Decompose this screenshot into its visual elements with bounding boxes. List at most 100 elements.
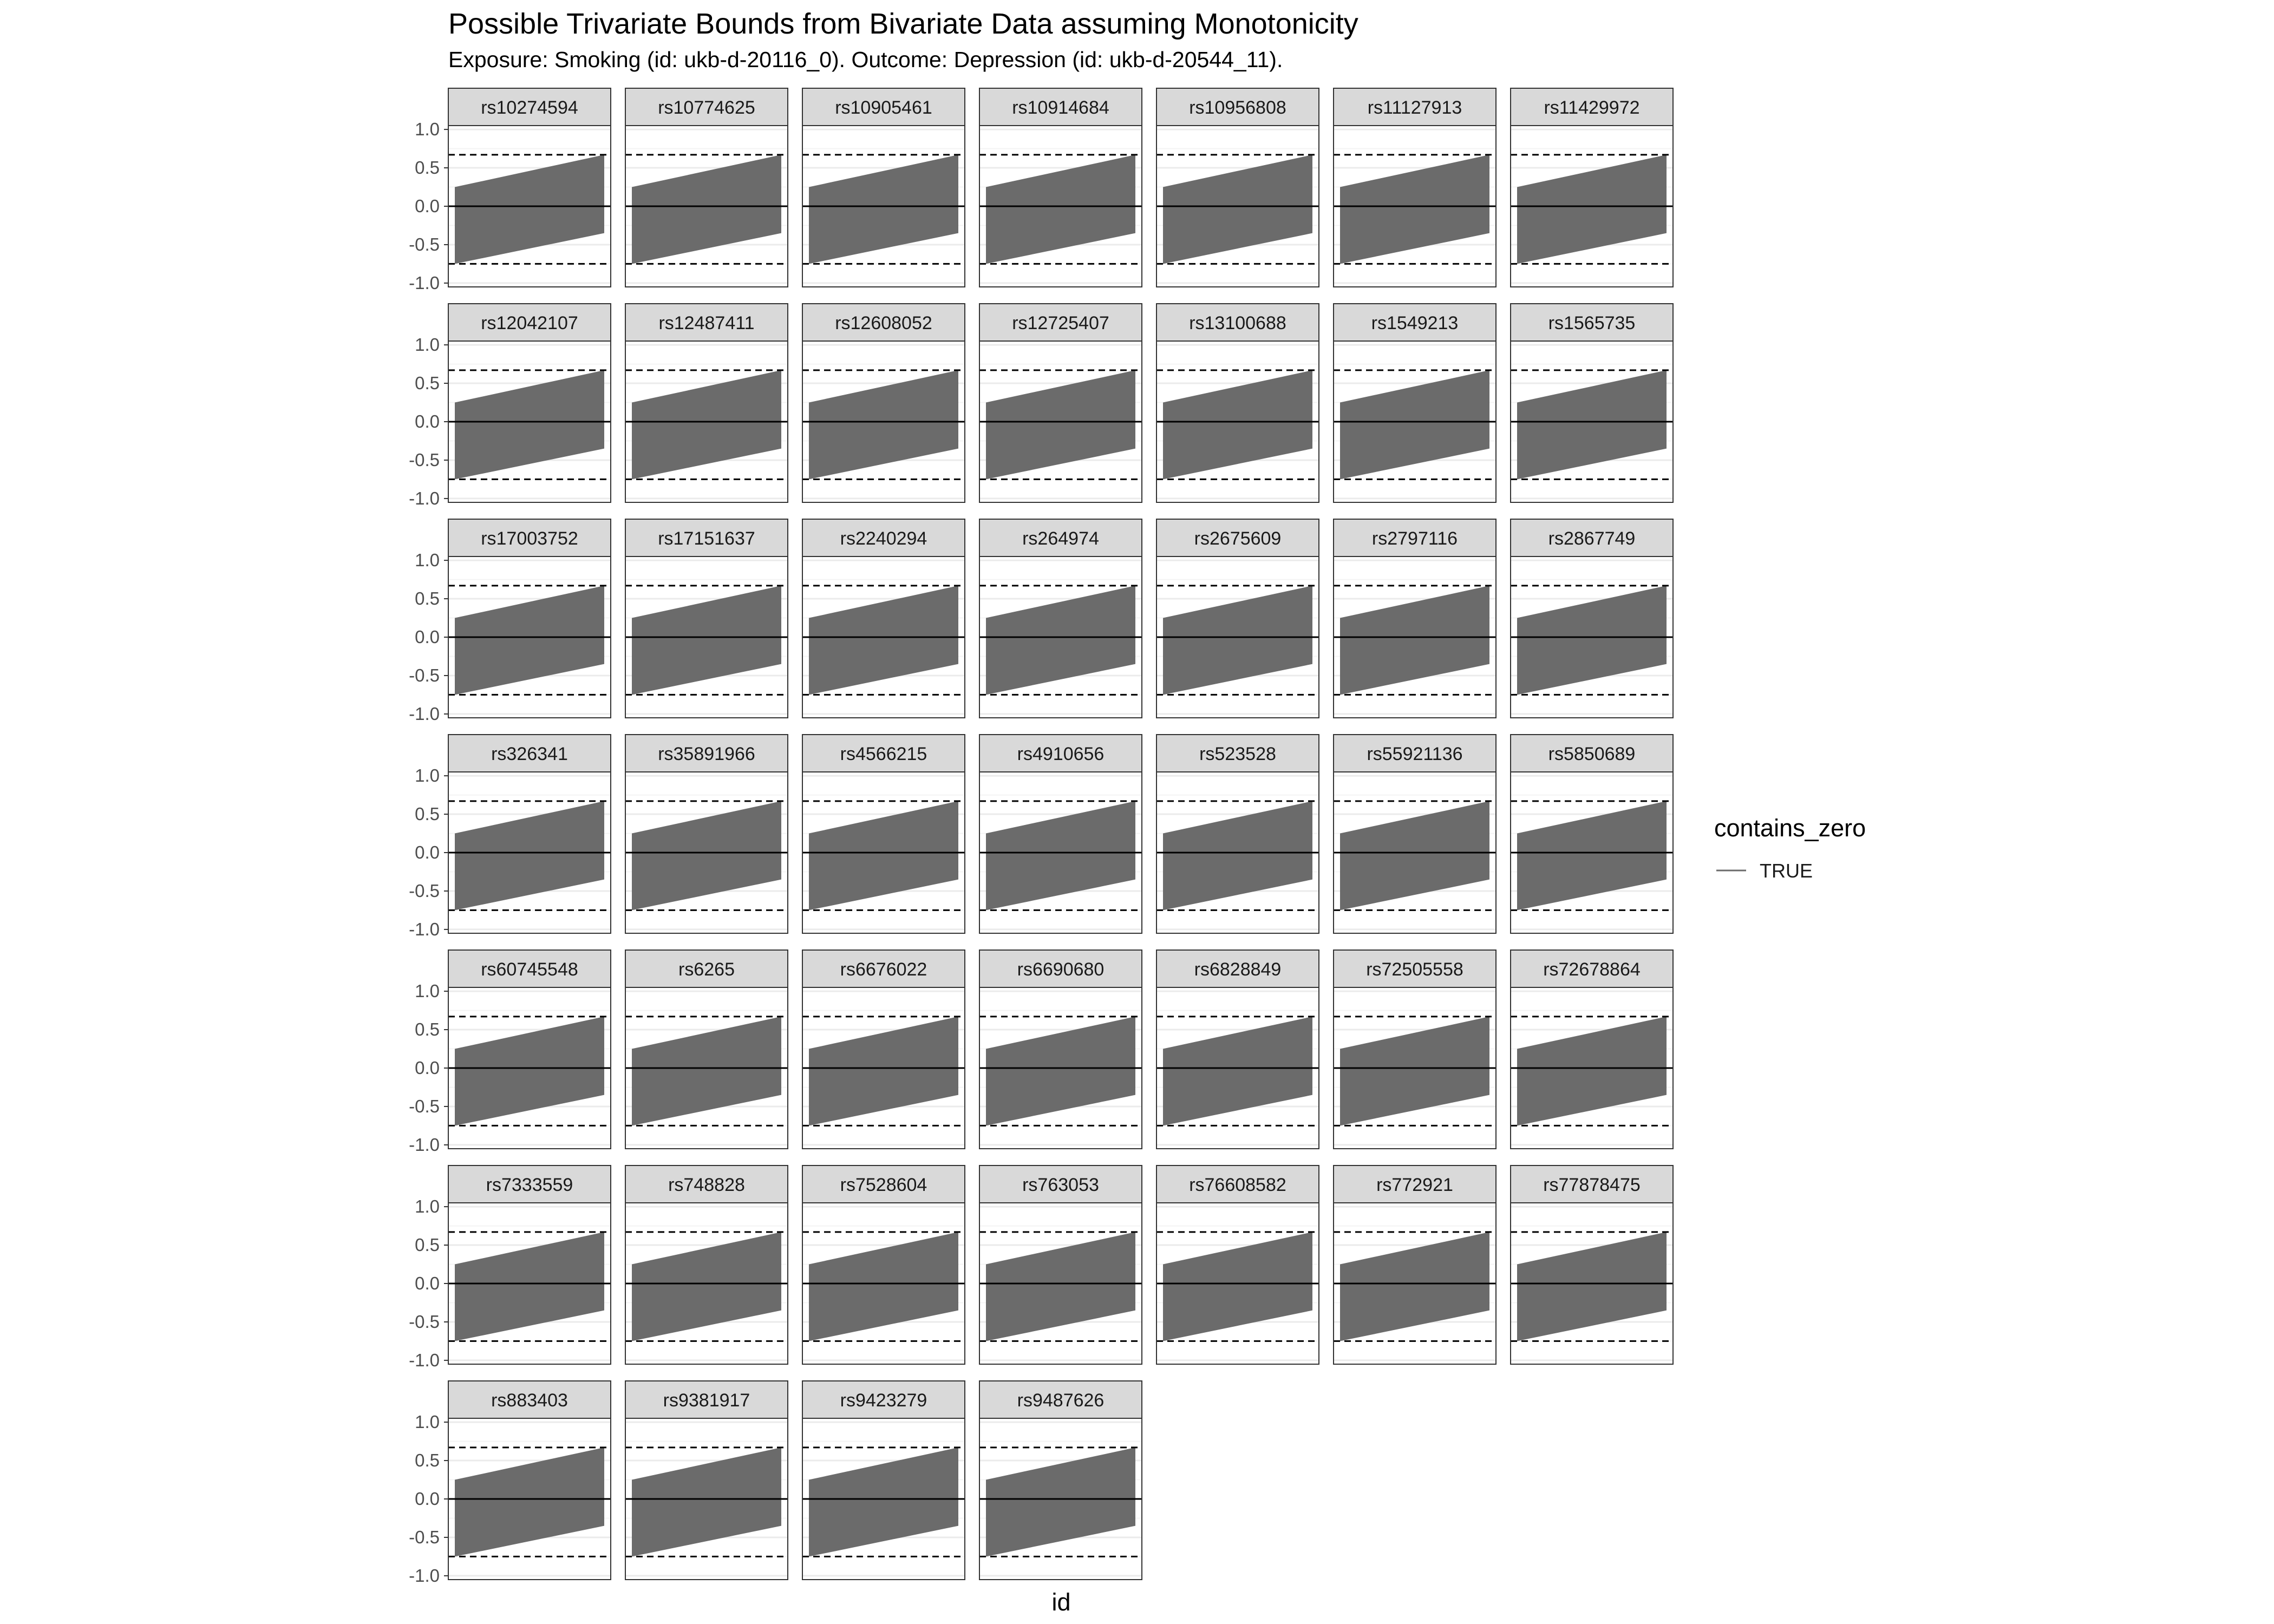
chart-subtitle: Exposure: Smoking (id: ukb-d-20116_0). O… [448, 47, 1283, 72]
bounds-band [632, 801, 781, 911]
facet-panel: rs6676022 [802, 949, 965, 1149]
facet-strip [625, 1165, 788, 1203]
bounds-band [986, 585, 1135, 695]
facet-panel: rs76608582 [1156, 1165, 1319, 1365]
facet-panel: rs17003752 1.0 0.5 0.0 -0.5 -1.0 [409, 519, 611, 724]
bounds-band [1340, 801, 1489, 911]
panel-border [802, 125, 965, 287]
facet-strip [625, 303, 788, 342]
facet-strip [1510, 734, 1674, 772]
panel-border [625, 340, 788, 503]
facet-strip [802, 88, 965, 126]
facet-panel: rs4910656 [979, 734, 1142, 934]
panel-border [1510, 556, 1674, 718]
panel-border [625, 771, 788, 934]
facet-strip-label: rs2867749 [1548, 528, 1636, 549]
facet-strip-label: rs55921136 [1367, 744, 1462, 764]
facet-strip-label: rs35891966 [658, 744, 755, 764]
facet-strip-label: rs6828849 [1194, 959, 1282, 980]
facet-strip-label: rs4566215 [840, 744, 927, 764]
y-tick-label: 1.0 [415, 1412, 440, 1432]
y-tick-label: 1.0 [415, 981, 440, 1001]
facet-strip [1156, 519, 1319, 557]
y-tick-label: 0.0 [415, 1058, 440, 1078]
panel-border [979, 1202, 1142, 1365]
facet-strip-label: rs72505558 [1366, 959, 1463, 980]
facet-strip [448, 303, 611, 342]
bounds-band [986, 801, 1135, 911]
panel-border [1510, 125, 1674, 287]
bounds-band [986, 154, 1135, 264]
facet-strip-label: rs2797116 [1372, 528, 1458, 549]
facet-panel: rs72505558 [1333, 949, 1497, 1149]
facet-panel: rs10956808 [1156, 88, 1319, 287]
y-tick-label: 0.5 [415, 1235, 440, 1255]
facet-strip-label: rs763053 [1022, 1175, 1099, 1195]
facet-panel: rs2797116 [1333, 519, 1497, 718]
facet-strip-label: rs748828 [668, 1175, 745, 1195]
bounds-band [809, 1016, 958, 1126]
y-tick-label: 1.0 [415, 765, 440, 785]
panel-border [1333, 340, 1497, 503]
x-axis-label: id [1051, 1588, 1070, 1616]
facet-strip-label: rs12487411 [658, 313, 754, 333]
legend-entry-true: TRUE [1760, 860, 1813, 882]
facet-strip [625, 1380, 788, 1419]
facet-strip [625, 88, 788, 126]
y-tick-label: -1.0 [409, 704, 440, 724]
bounds-band [455, 1447, 604, 1557]
bounds-band [632, 154, 781, 264]
facet-panel: rs12042107 1.0 0.5 0.0 -0.5 -1.0 [409, 303, 611, 508]
facet-strip [979, 88, 1142, 126]
panel-border [979, 771, 1142, 934]
facet-panel: rs4566215 [802, 734, 965, 934]
bounds-band [986, 1447, 1135, 1557]
bounds-band [1163, 370, 1312, 480]
panel-border [802, 340, 965, 503]
panel-border [802, 987, 965, 1149]
panel-border [1156, 987, 1319, 1149]
y-tick-label: -0.5 [409, 881, 440, 901]
y-tick-label: 0.0 [415, 627, 440, 647]
y-tick-label: 1.0 [415, 119, 440, 139]
facet-strip [625, 734, 788, 772]
y-tick-label: 0.5 [415, 373, 440, 393]
facet-panel: rs9487626 [979, 1380, 1142, 1580]
y-tick-label: -0.5 [409, 665, 440, 685]
facet-panel: rs883403 1.0 0.5 0.0 -0.5 -1.0 [409, 1380, 611, 1586]
y-tick-label: 0.0 [415, 196, 440, 216]
facet-panel: rs11127913 [1333, 88, 1497, 287]
facet-strip-label: rs10905461 [835, 97, 932, 118]
facet-panel: rs748828 [625, 1165, 788, 1365]
facet-strip [802, 303, 965, 342]
panel-border [1156, 125, 1319, 287]
y-tick-label: 1.0 [415, 550, 440, 570]
panel-border [1333, 771, 1497, 934]
y-tick-label: 0.0 [415, 411, 440, 431]
facet-strip [802, 734, 965, 772]
facet-panel: rs9381917 [625, 1380, 788, 1580]
facet-strip-label: rs11429972 [1544, 97, 1639, 118]
chart-title: Possible Trivariate Bounds from Bivariat… [448, 8, 1358, 40]
y-tick-label: -1.0 [409, 273, 440, 293]
facet-strip [802, 1380, 965, 1419]
facet-strip [448, 1380, 611, 1419]
panel-border [1510, 340, 1674, 503]
facet-strip-label: rs523528 [1199, 744, 1276, 764]
facet-strip [1156, 88, 1319, 126]
y-tick-label: -1.0 [409, 488, 440, 508]
bounds-band [1163, 801, 1312, 911]
facet-strip [1333, 734, 1497, 772]
bounds-band [1517, 585, 1667, 695]
facet-strip [979, 1165, 1142, 1203]
bounds-band [809, 585, 958, 695]
facet-panel: rs5850689 [1510, 734, 1674, 934]
panel-border [979, 556, 1142, 718]
facet-panel: rs55921136 [1333, 734, 1497, 934]
facet-strip-label: rs17151637 [658, 528, 755, 549]
facet-strip [1156, 1165, 1319, 1203]
facet-strip [802, 949, 965, 988]
panel-border [802, 1418, 965, 1580]
facet-panel: rs523528 [1156, 734, 1319, 934]
facet-strip-label: rs10274594 [481, 97, 578, 118]
